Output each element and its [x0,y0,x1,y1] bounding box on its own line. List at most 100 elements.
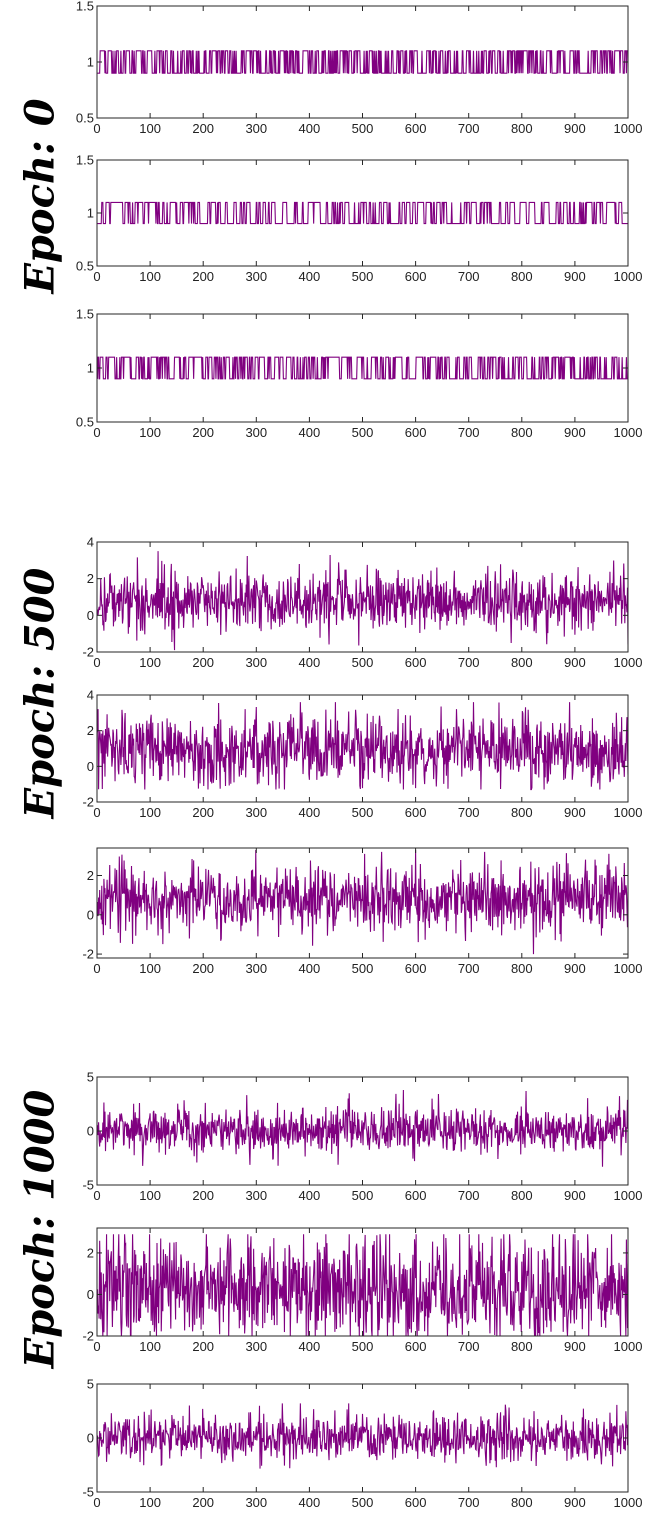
x-tick-label: 400 [299,1495,321,1510]
x-tick-label: 900 [564,1495,586,1510]
x-tick-label: 100 [139,269,161,284]
x-tick-label: 1000 [614,961,643,976]
x-tick-label: 1000 [614,1495,643,1510]
x-tick-label: 1000 [614,805,643,820]
x-tick-label: 700 [458,655,480,670]
x-tick-label: 100 [139,425,161,440]
x-tick-label: 900 [564,121,586,136]
x-tick-label: 700 [458,425,480,440]
y-tick-label: -2 [82,645,94,660]
x-tick-label: 600 [405,1188,427,1203]
subplot-7: 0 100 200 300 400 500 600 700 800 900 1000-505 [82,1070,642,1204]
x-tick-label: 500 [352,1339,374,1354]
x-tick-label: 100 [139,1339,161,1354]
y-tick-label: 0 [87,759,94,774]
x-tick-label: 300 [245,1495,267,1510]
subplot-1: 0 100 200 300 400 500 600 700 800 900 1000 0.5 1 1.5 [76,0,643,136]
x-tick-label: 800 [511,269,533,284]
subplot-8: 0 100 200 300 400 500 600 700 800 900 1000-202 [82,1227,643,1354]
series-line-5 [97,702,628,791]
x-tick-label: 500 [352,1188,374,1203]
series-line-4 [97,551,628,651]
series-line-7 [97,1089,628,1167]
y-tick-label: 0.5 [76,259,94,274]
x-tick-label: 800 [511,1495,533,1510]
x-tick-label: 900 [564,269,586,284]
x-tick-label: 1000 [614,1188,643,1203]
x-tick-label: 600 [405,1495,427,1510]
x-tick-label: 0 [93,655,100,670]
x-tick-label: 200 [192,805,214,820]
y-tick-label: -2 [82,947,94,962]
x-tick-label: 200 [192,425,214,440]
x-tick-label: 300 [245,655,267,670]
x-tick-label: 1000 [614,269,643,284]
subplot-9: 0 100 200 300 400 500 600 700 800 900 1000-505 [82,1377,642,1511]
x-tick-label: 700 [458,269,480,284]
series-line-1 [97,50,628,74]
y-tick-label: -5 [82,1178,94,1193]
x-tick-label: 300 [245,961,267,976]
x-tick-label: 200 [192,121,214,136]
y-tick-label: 0.5 [76,415,94,430]
x-tick-label: 0 [93,805,100,820]
y-tick-label: 0 [87,1124,94,1139]
x-tick-label: 400 [299,1188,321,1203]
x-tick-label: 700 [458,1188,480,1203]
x-tick-label: 100 [139,1188,161,1203]
x-tick-label: 500 [352,805,374,820]
y-tick-label: 0.5 [76,111,94,126]
y-tick-label: 2 [87,868,94,883]
x-tick-label: 800 [511,1339,533,1354]
x-tick-label: 400 [299,121,321,136]
x-tick-label: 0 [93,1188,100,1203]
x-tick-label: 100 [139,961,161,976]
x-tick-label: 500 [352,269,374,284]
x-tick-label: 700 [458,961,480,976]
axes-box [96,5,629,119]
x-tick-label: 400 [299,805,321,820]
x-tick-label: 300 [245,1188,267,1203]
series-line-2 [97,201,628,225]
x-tick-label: 600 [405,961,427,976]
x-tick-label: 1000 [614,655,643,670]
subplot-6: 0 100 200 300 400 500 600 700 800 900 1000-202 [82,847,643,976]
subplot-3: 0 100 200 300 400 500 600 700 800 900 1000 0.5 1 1.5 [76,307,643,441]
x-tick-label: 400 [299,425,321,440]
x-tick-label: 500 [352,961,374,976]
y-tick-label: 0 [87,1287,94,1302]
x-tick-label: 200 [192,1495,214,1510]
y-tick-label: 2 [87,571,94,586]
x-tick-label: 900 [564,961,586,976]
x-tick-label: 800 [511,425,533,440]
x-tick-label: 200 [192,961,214,976]
x-tick-label: 400 [299,1339,321,1354]
x-tick-label: 400 [299,655,321,670]
x-tick-label: 200 [192,655,214,670]
x-tick-label: 1000 [614,1339,643,1354]
x-tick-label: 100 [139,121,161,136]
x-tick-label: 0 [93,1339,100,1354]
x-tick-label: 700 [458,121,480,136]
series-line-9 [97,1403,628,1469]
x-tick-label: 0 [93,269,100,284]
y-tick-label: 1 [87,55,94,70]
y-tick-label: 1.5 [76,153,94,168]
x-tick-label: 1000 [614,425,643,440]
x-tick-label: 900 [564,1339,586,1354]
x-tick-label: 200 [192,269,214,284]
y-tick-label: 1.5 [76,0,94,14]
y-tick-label: 1 [87,361,94,376]
x-tick-label: 300 [245,1339,267,1354]
series-line-8 [97,1234,628,1336]
x-tick-label: 100 [139,805,161,820]
x-tick-label: 300 [245,805,267,820]
x-tick-label: 0 [93,425,100,440]
x-tick-label: 900 [564,425,586,440]
x-tick-label: 500 [352,1495,374,1510]
x-tick-label: 1000 [614,121,643,136]
